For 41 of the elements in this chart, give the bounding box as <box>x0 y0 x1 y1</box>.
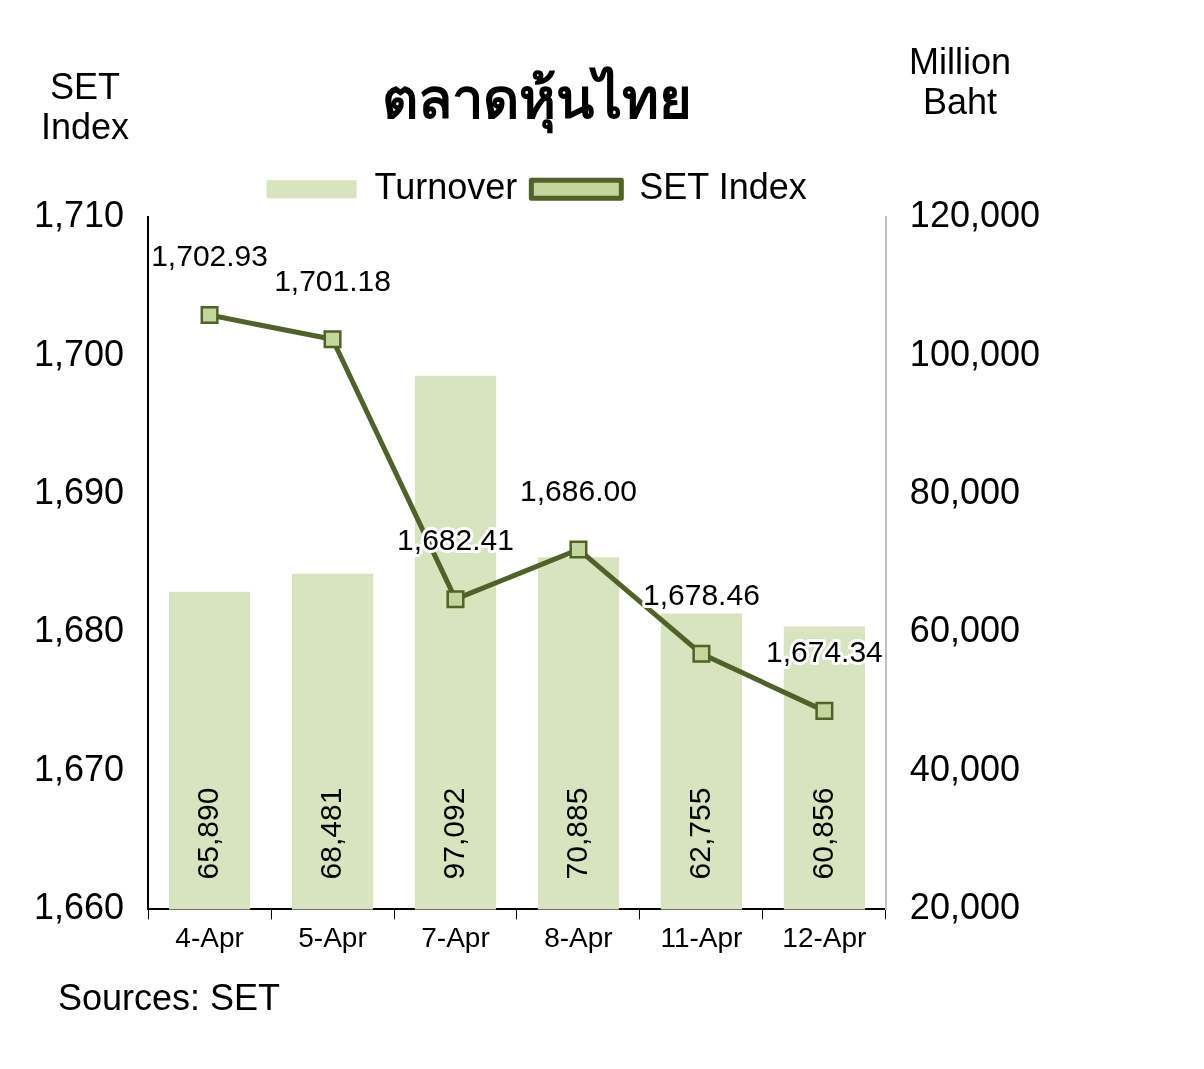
point <box>323 330 342 349</box>
x-tick-label: 7-Apr <box>421 921 490 953</box>
data-label: 65,890 <box>190 787 224 880</box>
y2-tick-label: 120,000 <box>909 194 1041 236</box>
data-label: 1,702.93 <box>151 239 268 273</box>
y-tick-label: 1,690 <box>33 471 125 512</box>
data-label: 70,885 <box>559 787 593 880</box>
y-tick-label: 1,660 <box>33 886 125 928</box>
data-label: 60,856 <box>805 787 839 880</box>
data-label: 62,755 <box>682 787 716 880</box>
source-note: Sources: SET <box>58 977 281 1018</box>
point <box>815 701 834 720</box>
y2-tick-label: 20,000 <box>909 886 1020 928</box>
data-label: 1,686.00 <box>520 473 637 507</box>
y2-tick-label: 40,000 <box>909 747 1020 789</box>
y2-tick-label: 80,000 <box>909 471 1020 512</box>
legend-label: Turnover <box>374 166 518 208</box>
x-tick-label: 4-Apr <box>175 921 244 953</box>
chart-title: ตลาดหุ้นไทย <box>382 66 692 135</box>
y-tick-label: 1,680 <box>33 609 125 651</box>
y2-axis-title: Million Baht <box>908 41 1012 123</box>
y-axis-title: SET Index <box>40 66 130 148</box>
point <box>446 590 465 609</box>
y2-tick-label: 100,000 <box>909 332 1041 374</box>
x-tick-label: 5-Apr <box>298 921 367 953</box>
y-tick-label: 1,710 <box>33 194 125 236</box>
data-label: 97,092 <box>436 787 470 880</box>
point <box>200 306 219 325</box>
x-tick-label: 12-Apr <box>782 921 867 953</box>
data-label: 1,674.34 <box>766 635 883 669</box>
data-label: 1,701.18 <box>274 263 391 297</box>
y2-tick-label: 60,000 <box>909 609 1020 651</box>
data-label: 1,678.46 <box>643 578 760 612</box>
data-label: 68,481 <box>313 787 347 880</box>
point <box>569 540 588 559</box>
point <box>692 644 711 663</box>
legend-label: SET Index <box>639 166 807 208</box>
x-tick-label: 11-Apr <box>660 921 743 953</box>
y-tick-label: 1,670 <box>33 747 125 789</box>
y-tick-label: 1,700 <box>33 332 125 374</box>
x-tick-label: 8-Apr <box>544 921 613 953</box>
